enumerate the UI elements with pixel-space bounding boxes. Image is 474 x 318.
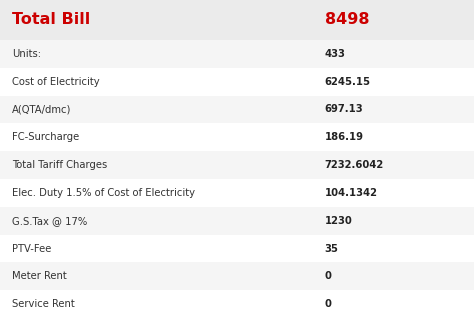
Text: Total Tariff Charges: Total Tariff Charges <box>12 160 107 170</box>
Bar <box>0 262 474 290</box>
Bar <box>0 207 474 235</box>
Bar <box>0 96 474 123</box>
Text: FC-Surcharge: FC-Surcharge <box>12 132 79 142</box>
Bar <box>0 123 474 151</box>
Text: Units:: Units: <box>12 49 41 59</box>
Text: 8498: 8498 <box>325 12 369 27</box>
Text: Total Bill: Total Bill <box>12 12 90 27</box>
Bar <box>0 40 474 68</box>
Text: 35: 35 <box>325 244 338 253</box>
Bar <box>0 0 474 40</box>
Text: 433: 433 <box>325 49 346 59</box>
Text: Meter Rent: Meter Rent <box>12 271 67 281</box>
Text: 104.1342: 104.1342 <box>325 188 378 198</box>
Text: Elec. Duty 1.5% of Cost of Electricity: Elec. Duty 1.5% of Cost of Electricity <box>12 188 195 198</box>
Text: 1230: 1230 <box>325 216 353 226</box>
Text: 186.19: 186.19 <box>325 132 364 142</box>
Text: 697.13: 697.13 <box>325 105 363 114</box>
Text: 0: 0 <box>325 271 332 281</box>
Bar <box>0 179 474 207</box>
Text: G.S.Tax @ 17%: G.S.Tax @ 17% <box>12 216 87 226</box>
Text: 6245.15: 6245.15 <box>325 77 371 87</box>
Text: 0: 0 <box>325 299 332 309</box>
Text: PTV-Fee: PTV-Fee <box>12 244 51 253</box>
Bar <box>0 68 474 96</box>
Bar <box>0 290 474 318</box>
Bar <box>0 235 474 262</box>
Text: Cost of Electricity: Cost of Electricity <box>12 77 100 87</box>
Text: 7232.6042: 7232.6042 <box>325 160 384 170</box>
Text: Service Rent: Service Rent <box>12 299 74 309</box>
Bar <box>0 151 474 179</box>
Text: A(QTA/dmc): A(QTA/dmc) <box>12 105 71 114</box>
